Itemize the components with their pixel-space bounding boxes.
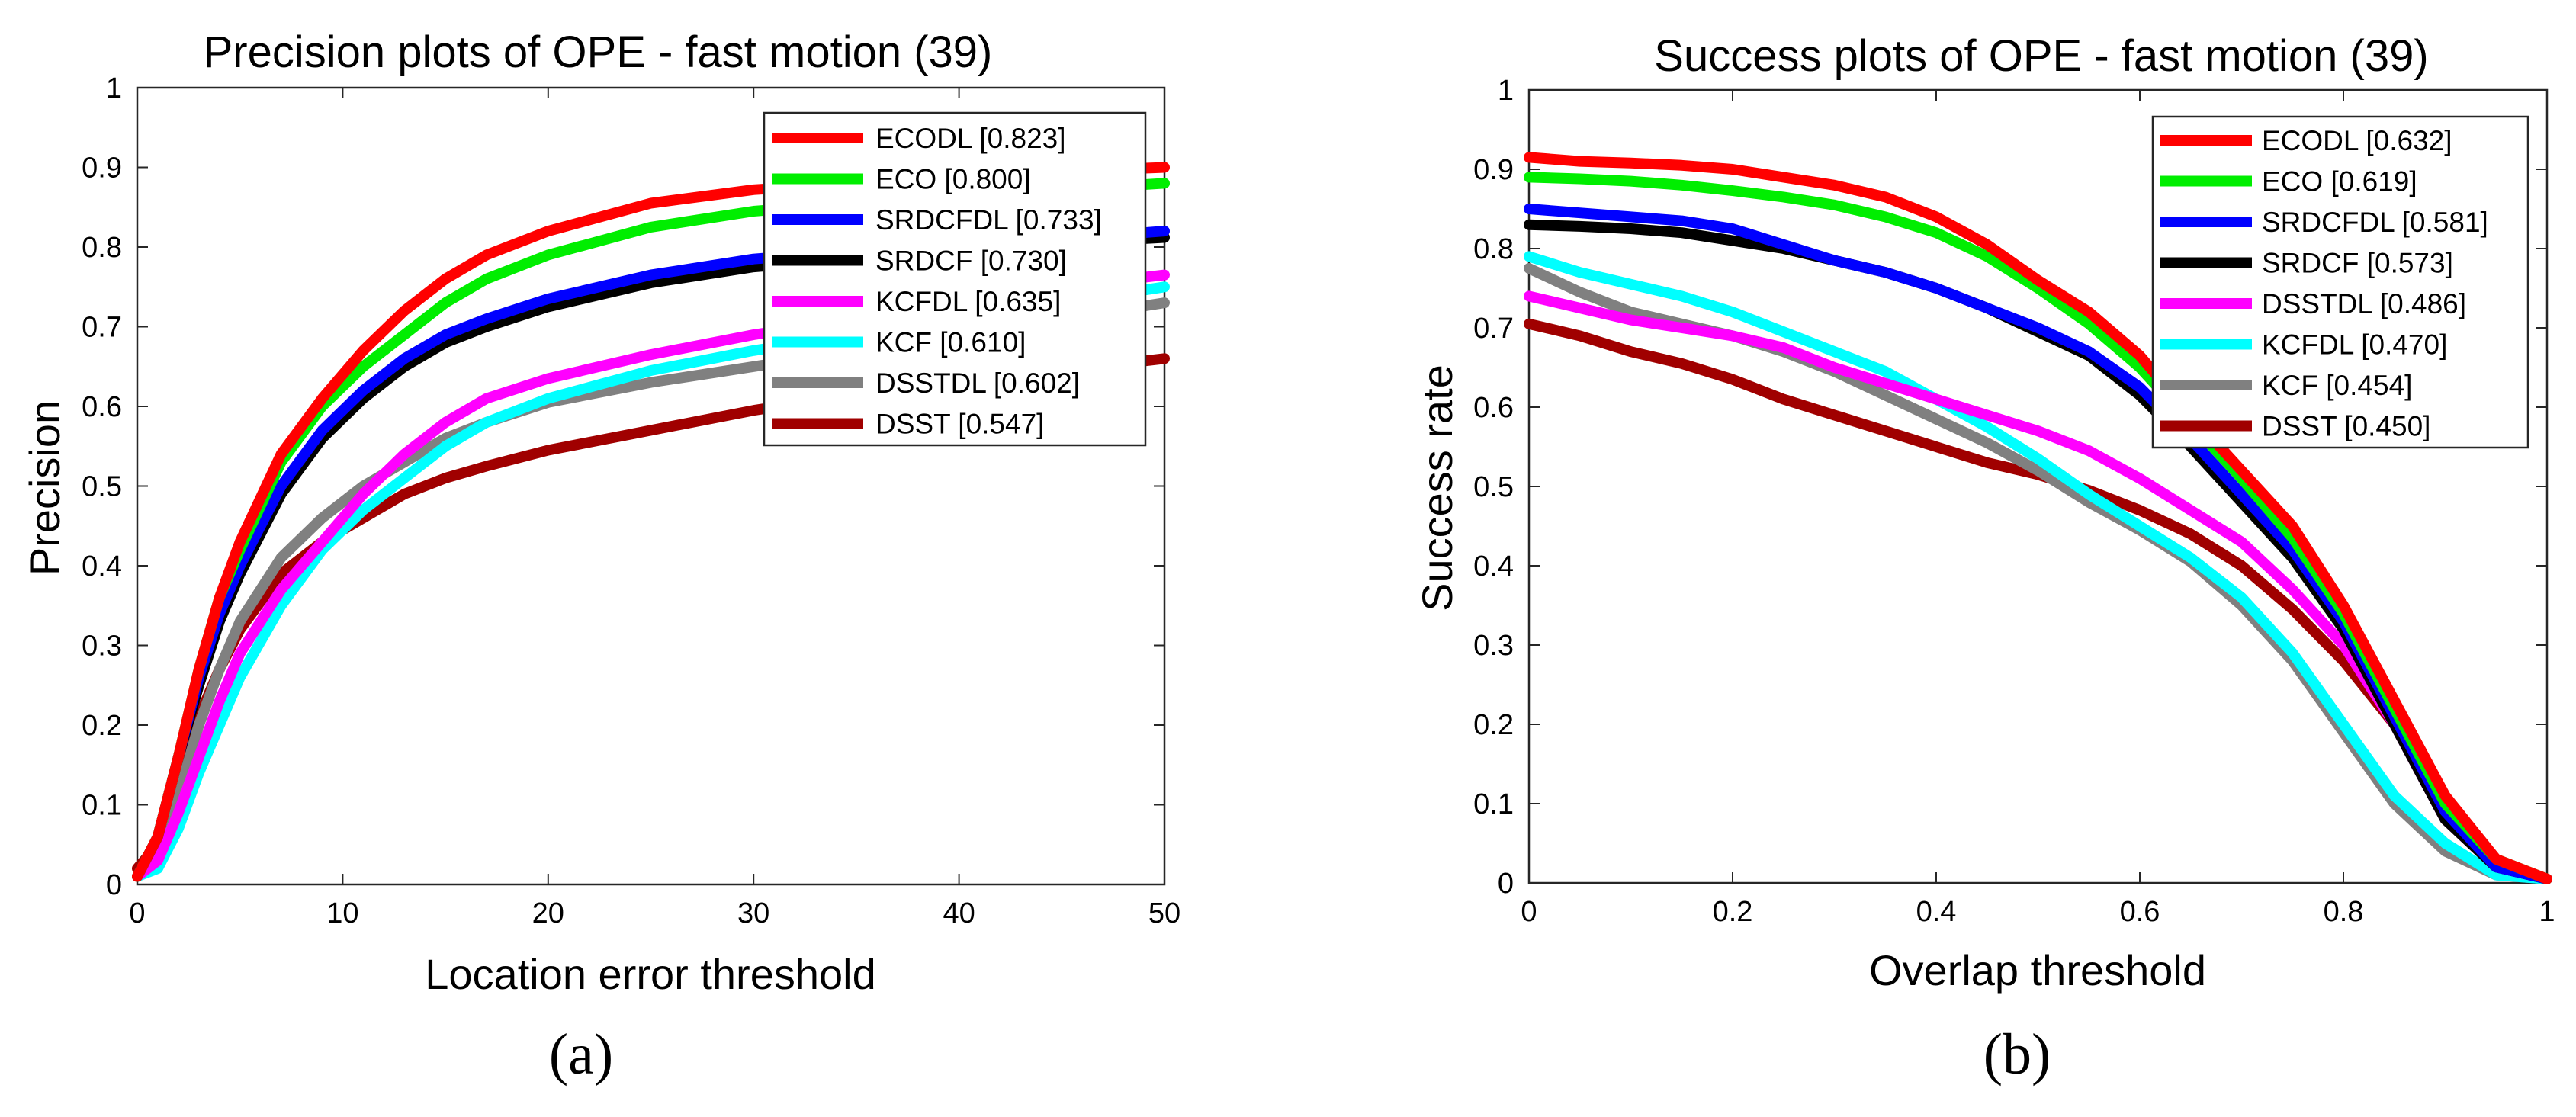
success-y-axis-label: Success rate	[1413, 364, 1461, 611]
success-series-lines	[1524, 152, 2552, 884]
success-series-ecodl	[1524, 152, 2552, 884]
precision-y-axis-label: Precision	[21, 400, 69, 576]
precision-x-tick-label: 50	[1148, 897, 1180, 929]
success-x-tick-labels: 0 0.2 0.4 0.6 0.8 1	[1521, 896, 2555, 928]
precision-x-tick-label: 10	[326, 897, 358, 929]
precision-x-tick-label: 20	[532, 897, 564, 929]
success-x-tick-label: 1	[2539, 896, 2555, 928]
precision-plot-panel: Precision plots of OPE - fast motion (39…	[21, 27, 1180, 1087]
success-legend-label-kcfdl: KCFDL [0.470]	[2262, 329, 2447, 361]
precision-legend-label-ecodl: ECODL [0.823]	[875, 123, 1066, 154]
success-legend-label-kcf: KCF [0.454]	[2262, 370, 2412, 401]
success-y-tick-label: 0.6	[1473, 392, 1514, 424]
precision-y-tick-label: 0.4	[82, 550, 122, 583]
precision-y-tick-label: 0.2	[82, 710, 122, 742]
precision-legend-label-srdcfdl: SRDCFDL [0.733]	[875, 204, 1102, 236]
caption-b: (b)	[1983, 1022, 2051, 1087]
precision-x-tick-labels: 0 10 20 30 40 50	[129, 897, 1180, 929]
success-x-tick-label: 0.2	[1713, 896, 1753, 928]
success-legend-label-dsst: DSST [0.450]	[2262, 411, 2430, 442]
precision-legend-label-eco: ECO [0.800]	[875, 164, 1031, 195]
precision-y-tick-label: 0.1	[82, 790, 122, 822]
precision-x-tick-label: 30	[737, 897, 769, 929]
precision-y-tick-label: 0.8	[82, 232, 122, 264]
success-y-tick-label: 0.3	[1473, 630, 1514, 662]
precision-y-tick-label: 1	[106, 72, 122, 104]
precision-legend: ECODL [0.823] ECO [0.800] SRDCFDL [0.733] S…	[763, 111, 1147, 447]
precision-y-tick-label: 0	[106, 869, 122, 901]
success-y-tick-label: 0.8	[1473, 233, 1514, 265]
precision-y-tick-label: 0.5	[82, 471, 122, 503]
success-y-tick-label: 0.2	[1473, 709, 1514, 741]
success-x-tick-label: 0.8	[2324, 896, 2364, 928]
precision-x-tick-label: 0	[129, 897, 145, 929]
caption-a: (a)	[549, 1022, 613, 1087]
success-legend-label-srdcf: SRDCF [0.573]	[2262, 248, 2453, 279]
precision-y-tick-label: 0.7	[82, 312, 122, 344]
success-y-tick-label: 0.1	[1473, 788, 1514, 820]
precision-legend-label-dsstdl: DSSTDL [0.602]	[875, 368, 1080, 399]
precision-legend-label-dsst: DSST [0.547]	[875, 409, 1044, 440]
success-legend: ECODL [0.632] ECO [0.619] SRDCFDL [0.581] S…	[2151, 115, 2529, 449]
success-x-axis-label: Overlap threshold	[1869, 946, 2206, 994]
success-y-tick-label: 0.5	[1473, 471, 1514, 503]
success-legend-label-eco: ECO [0.619]	[2262, 166, 2417, 197]
success-y-tick-label: 1	[1498, 75, 1514, 107]
success-x-tick-label: 0	[1521, 896, 1537, 928]
success-series-kcfdl	[1524, 251, 2552, 884]
success-legend-label-srdcfdl: SRDCFDL [0.581]	[2262, 207, 2488, 238]
success-legend-box	[2151, 115, 2529, 449]
precision-plot-title: Precision plots of OPE - fast motion (39…	[204, 27, 993, 77]
success-x-tick-label: 0.4	[1916, 896, 1957, 928]
success-y-tick-label: 0	[1498, 868, 1514, 900]
success-y-tick-labels: 0 0.1 0.2 0.3 0.4 0.5 0.6 0.7 0.8 0.9 1	[1473, 75, 1514, 900]
precision-y-tick-label: 0.6	[82, 391, 122, 423]
precision-y-tick-label: 0.9	[82, 152, 122, 185]
success-legend-label-ecodl: ECODL [0.632]	[2262, 125, 2452, 156]
precision-x-axis-label: Location error threshold	[425, 950, 875, 998]
success-y-tick-label: 0.4	[1473, 550, 1514, 583]
precision-legend-label-srdcf: SRDCF [0.730]	[875, 246, 1067, 277]
success-y-tick-label: 0.9	[1473, 154, 1514, 186]
precision-y-tick-label: 0.3	[82, 631, 122, 663]
success-legend-label-dsstdl: DSSTDL [0.486]	[2262, 288, 2466, 319]
success-plot-panel: Success plots of OPE - fast motion (39) …	[1413, 31, 2555, 1087]
precision-y-tick-labels: 0 0.1 0.2 0.3 0.4 0.5 0.6 0.7 0.8 0.9 1	[82, 72, 122, 901]
precision-legend-label-kcfdl: KCFDL [0.635]	[875, 286, 1061, 317]
precision-legend-box	[763, 111, 1147, 447]
precision-x-tick-label: 40	[943, 897, 975, 929]
success-plot-title: Success plots of OPE - fast motion (39)	[1654, 31, 2428, 81]
precision-legend-label-kcf: KCF [0.610]	[875, 327, 1026, 358]
success-y-tick-label: 0.7	[1473, 313, 1514, 345]
success-x-tick-label: 0.6	[2120, 896, 2160, 928]
